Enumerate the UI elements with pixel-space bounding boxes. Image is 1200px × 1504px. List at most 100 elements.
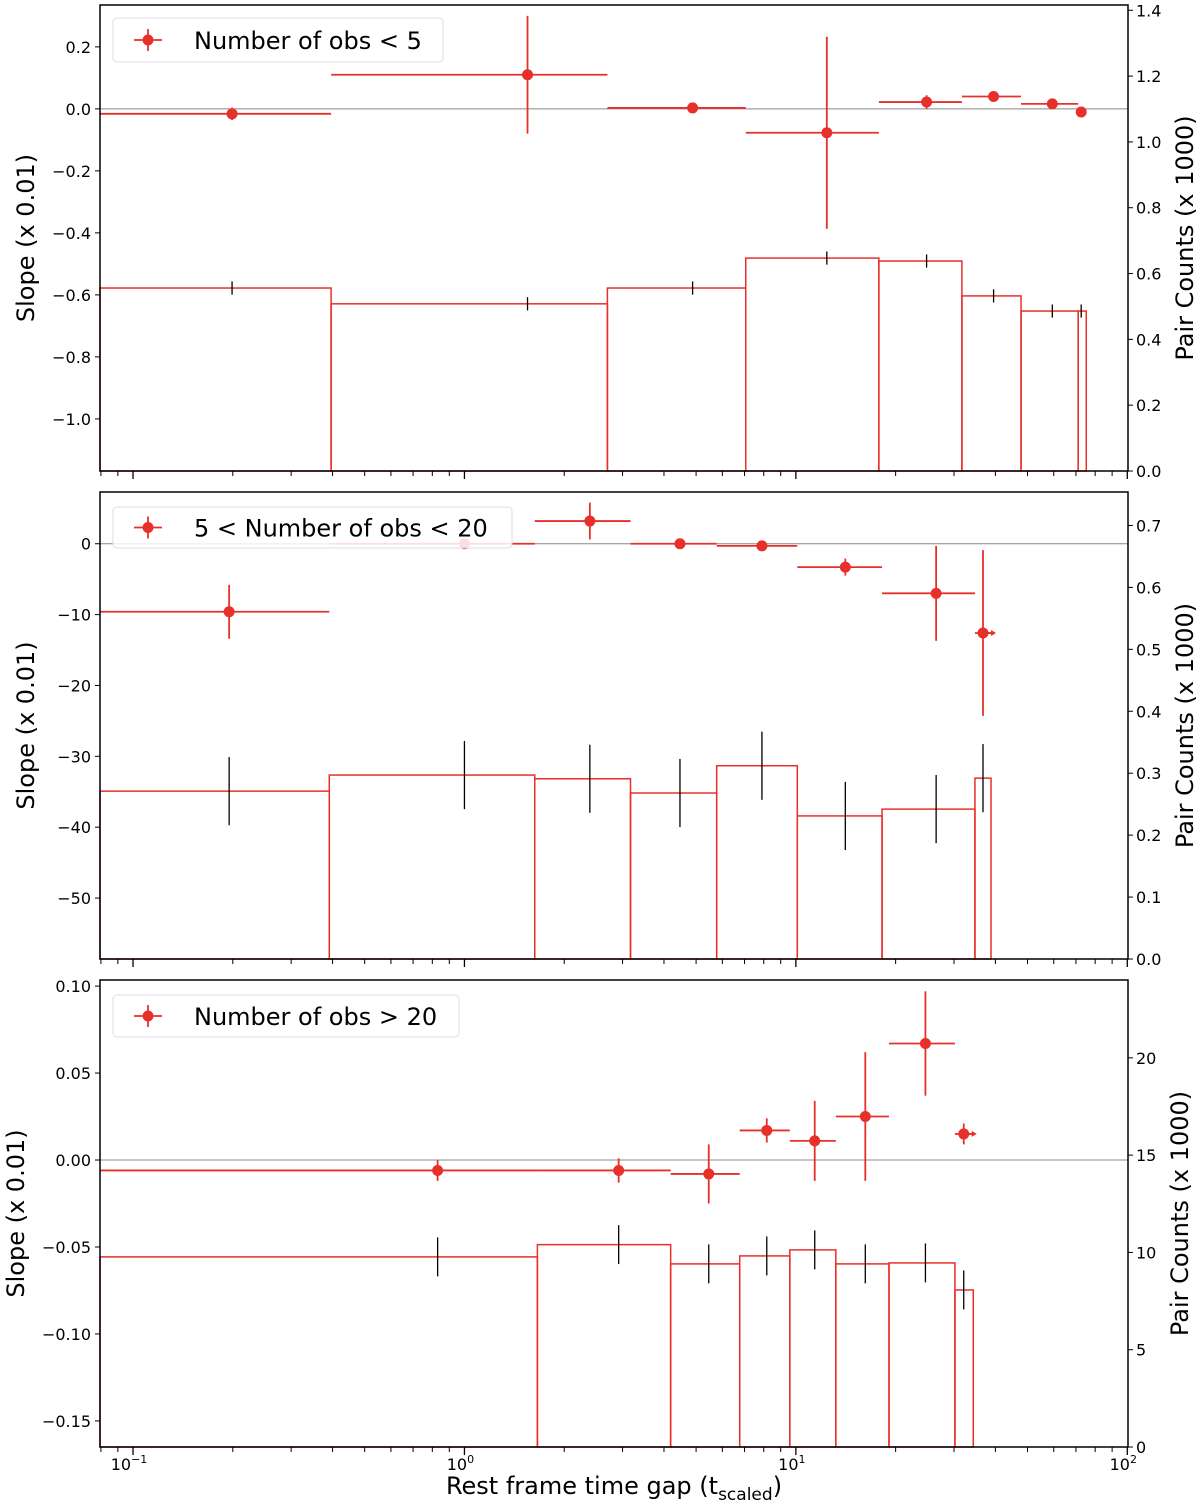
legend-marker-icon: [142, 34, 154, 46]
y-tick-label: 0: [81, 535, 91, 554]
y-tick-label: −0.15: [42, 1412, 91, 1431]
data-point: [674, 538, 686, 550]
y-tick-label: −50: [57, 889, 91, 908]
x-tick-label: 102: [1110, 1453, 1137, 1474]
histogram-bar: [328, 774, 536, 960]
data-point: [432, 1164, 444, 1176]
data-point: [919, 1037, 931, 1049]
arrow-head-icon: [971, 1130, 977, 1137]
data-point: [613, 1164, 625, 1176]
y-tick-label: 0.2: [66, 38, 91, 57]
y2-tick-label: 10: [1136, 1243, 1156, 1262]
y-tick-label: −1.0: [52, 410, 91, 429]
x-tick-base: 10: [778, 1455, 798, 1474]
histogram-bar: [99, 790, 331, 960]
y-tick-label: −0.2: [52, 162, 91, 181]
data-point: [821, 127, 833, 139]
plot-frame: [99, 491, 1129, 960]
y2-tick-label: 5: [1136, 1341, 1146, 1360]
x-tick-exponent: 1: [799, 1453, 806, 1466]
data-point: [988, 90, 1000, 102]
x-tick-label: 100: [447, 1453, 474, 1474]
data-point: [584, 515, 596, 527]
histogram-bar: [534, 778, 632, 960]
histogram-bar: [629, 792, 718, 960]
y-tick-label: 0.00: [55, 1151, 91, 1170]
y-axis-label-right: Pair Counts (x 1000): [1171, 115, 1199, 360]
histogram-bar: [881, 808, 976, 960]
y2-tick-label: 0.0: [1136, 462, 1161, 481]
histogram-bar: [888, 1262, 956, 1448]
panel-1: 0.2 0.0 −0.2 −0.4 −0.6 −0.8 −1.0 0.0 0.2 0.4 0.6 0.…: [12, 1, 1199, 481]
y2-tick-label: 0.7: [1136, 516, 1161, 535]
data-point: [1046, 98, 1058, 110]
legend-label: Number of obs < 5: [194, 27, 422, 55]
y2-tick-label: 1.2: [1136, 67, 1161, 86]
x-tick-base: 10: [447, 1455, 467, 1474]
histogram-bar: [796, 815, 883, 960]
data-point: [958, 1128, 970, 1140]
x-axis-label-main: Rest frame time gap (t: [446, 1472, 718, 1500]
y2-tick-label: 0: [1136, 1438, 1146, 1457]
x-axis-label-close: ): [773, 1472, 782, 1500]
data-point: [761, 1124, 773, 1136]
y2-tick-label: 0.6: [1136, 578, 1161, 597]
y-tick-label: −20: [57, 676, 91, 695]
x-axis-label-sub: scaled: [718, 1485, 773, 1504]
y-tick-label: −0.4: [52, 224, 91, 243]
legend-marker-icon: [142, 522, 154, 533]
histogram-bar: [1020, 310, 1079, 472]
y2-tick-label: 0.1: [1136, 888, 1161, 907]
x-tick-exponent: −1: [131, 1453, 147, 1466]
y2-tick-label: 1.4: [1136, 1, 1161, 20]
x-tick-label: 101: [778, 1453, 805, 1474]
x-tick-exponent: 2: [1130, 1453, 1137, 1466]
histogram-bar: [1077, 310, 1088, 472]
data-point: [977, 627, 989, 639]
histogram-bar: [954, 1289, 975, 1448]
data-point: [1075, 106, 1087, 118]
histogram-bar: [961, 295, 1022, 472]
data-point: [756, 540, 768, 552]
x-tick-exponent: 0: [467, 1453, 474, 1466]
plot-frame: [99, 979, 1129, 1448]
histogram-bar: [745, 257, 880, 472]
y-tick-label: 0.0: [66, 100, 91, 119]
histogram-bar: [789, 1249, 837, 1448]
plot-frame: [99, 4, 1129, 472]
histogram-bar: [330, 303, 609, 472]
data-point: [223, 606, 235, 618]
y-tick-label: −30: [57, 747, 91, 766]
y-tick-label: 0.05: [55, 1064, 91, 1083]
y2-tick-label: 20: [1136, 1049, 1156, 1068]
y2-tick-label: 0.8: [1136, 199, 1161, 218]
panel-2: 0 −10 −20 −30 −40 −50 0.0 0.1 0.2 0.3 0.4 0.5 0.6 0.7…: [12, 491, 1199, 969]
data-point: [226, 108, 238, 120]
y-tick-label: 0.10: [55, 977, 91, 996]
y2-tick-label: 0.5: [1136, 640, 1161, 659]
data-point: [703, 1168, 715, 1180]
y2-tick-label: 0.2: [1136, 826, 1161, 845]
y-tick-label: −0.05: [42, 1238, 91, 1257]
legend-label: Number of obs > 20: [194, 1003, 437, 1031]
legend-marker-icon: [142, 1010, 154, 1022]
legend: Number of obs < 5: [112, 17, 444, 63]
y-tick-label: −0.6: [52, 286, 91, 305]
x-axis-label: Rest frame time gap (tscaled): [446, 1472, 782, 1504]
histogram-bar: [99, 287, 332, 472]
y2-tick-label: 0.3: [1136, 764, 1161, 783]
histogram-bar: [606, 287, 747, 472]
histogram-bar: [536, 1243, 672, 1448]
data-point: [839, 561, 851, 573]
data-point: [859, 1111, 871, 1123]
y2-tick-label: 0.6: [1136, 265, 1161, 284]
histogram-bar: [669, 1263, 741, 1448]
y-axis-label-left: Slope (x 0.01): [12, 154, 40, 322]
legend-label: 5 < Number of obs < 20: [194, 515, 488, 543]
arrow-head-icon: [991, 630, 997, 637]
legend-box: [112, 506, 513, 549]
y-tick-label: −40: [57, 818, 91, 837]
x-tick-base: 10: [1110, 1455, 1130, 1474]
